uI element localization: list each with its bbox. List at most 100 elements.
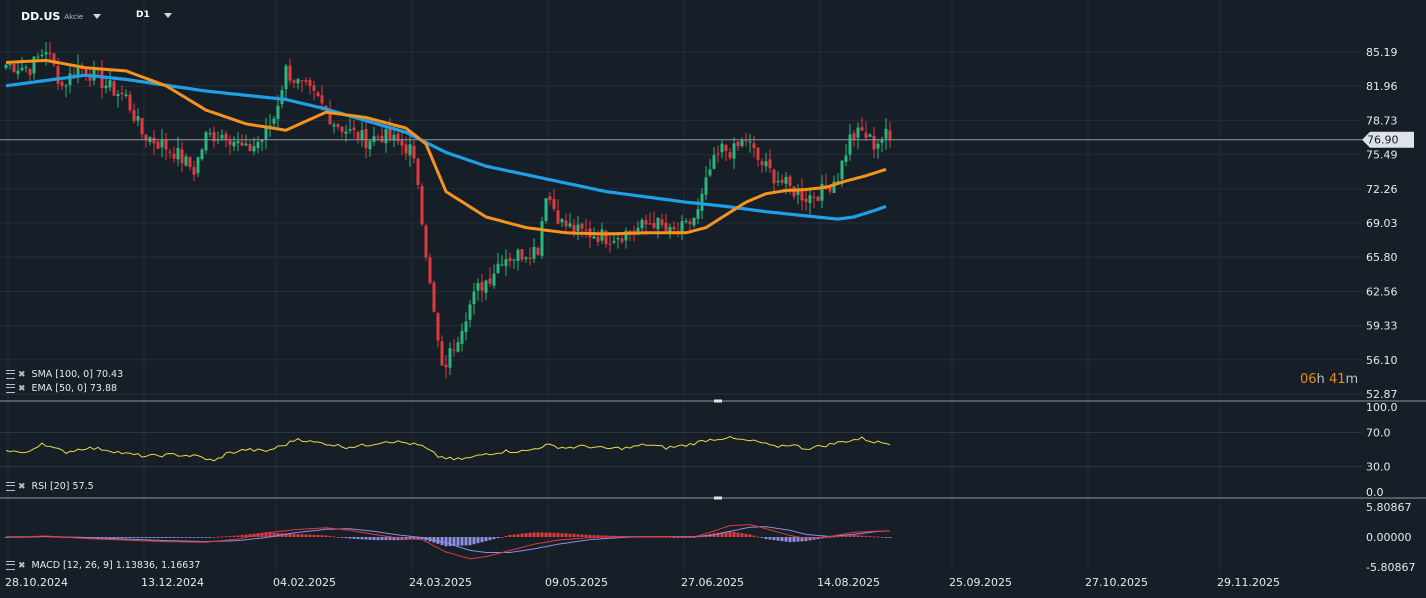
macd-histogram-bar bbox=[152, 537, 156, 539]
close-icon[interactable]: ✖ bbox=[18, 481, 26, 492]
settings-icon[interactable] bbox=[6, 482, 15, 491]
macd-histogram-bar bbox=[416, 537, 420, 540]
candle-body bbox=[640, 219, 644, 229]
candle-body bbox=[452, 349, 456, 351]
macd-histogram-bar bbox=[464, 537, 468, 546]
macd-histogram-bar bbox=[560, 533, 564, 537]
legend-sma[interactable]: ✖ SMA [100, 0] 70.43 bbox=[6, 369, 123, 380]
candle-body bbox=[36, 56, 40, 58]
macd-histogram-bar bbox=[212, 537, 216, 538]
price-tick-label: 59.33 bbox=[1366, 320, 1398, 333]
candle-body bbox=[876, 143, 880, 149]
macd-histogram-bar bbox=[824, 537, 828, 538]
candle-body bbox=[468, 304, 472, 320]
price-tick-label: 81.96 bbox=[1366, 80, 1398, 93]
candle-body bbox=[564, 220, 568, 227]
candle-body bbox=[724, 144, 728, 151]
macd-histogram-bar bbox=[604, 535, 608, 537]
interval-selector[interactable]: D1 bbox=[136, 10, 172, 20]
macd-histogram-bar bbox=[528, 532, 532, 537]
candle-body bbox=[368, 141, 372, 150]
settings-icon[interactable] bbox=[6, 561, 15, 570]
macd-histogram-bar bbox=[588, 534, 592, 537]
macd-histogram-bar bbox=[164, 537, 168, 539]
countdown-minutes: 41 bbox=[1328, 372, 1346, 387]
legend-rsi[interactable]: ✖ RSI [20] 57.5 bbox=[6, 481, 94, 492]
macd-histogram-bar bbox=[564, 533, 568, 537]
price-axis[interactable]: 85.19 81.96 78.73 75.49 72.26 69.03 65.80 62.56… bbox=[1366, 46, 1415, 574]
candle-body bbox=[548, 196, 552, 200]
candle-body bbox=[504, 259, 508, 267]
candle-body bbox=[516, 249, 520, 262]
date-axis[interactable]: 28.10.2024 13.12.2024 04.02.2025 24.03.2025… bbox=[5, 576, 1280, 589]
candle-body bbox=[728, 152, 732, 158]
candle-body bbox=[576, 224, 580, 232]
candle-body bbox=[416, 158, 420, 185]
candle-body bbox=[788, 176, 792, 186]
macd-histogram-bar bbox=[732, 531, 736, 537]
chevron-down-icon[interactable] bbox=[163, 12, 172, 18]
macd-histogram-bar bbox=[608, 535, 612, 537]
macd-histogram-bar bbox=[324, 535, 328, 537]
macd-histogram-bar bbox=[272, 532, 276, 537]
macd-histogram-bar bbox=[392, 537, 396, 541]
candle-body bbox=[248, 144, 252, 152]
legend-macd[interactable]: ✖ MACD [12, 26, 9] 1.13836, 1.16637 bbox=[6, 560, 200, 571]
macd-histogram-bar bbox=[120, 537, 124, 539]
panel-separators[interactable] bbox=[0, 399, 1426, 500]
candle-body bbox=[92, 67, 96, 81]
candle-body bbox=[780, 179, 784, 183]
candle-body bbox=[804, 198, 808, 202]
candle-body bbox=[168, 151, 172, 153]
settings-icon[interactable] bbox=[6, 384, 15, 393]
candle-body bbox=[812, 197, 816, 199]
macd-histogram-bar bbox=[712, 533, 716, 537]
macd-histogram-bar bbox=[744, 533, 748, 537]
candle-body bbox=[296, 79, 300, 84]
candle-body bbox=[736, 141, 740, 147]
price-tick-label: 65.80 bbox=[1366, 251, 1398, 264]
candle-body bbox=[628, 230, 632, 233]
symbol-selector[interactable]: DD.US Akcie bbox=[21, 10, 102, 23]
legend-ema[interactable]: ✖ EMA [50, 0] 73.88 bbox=[6, 383, 117, 394]
macd-histogram-bar bbox=[468, 537, 472, 546]
candle-body bbox=[668, 227, 672, 232]
candle-body bbox=[596, 236, 600, 243]
macd-histogram-bar bbox=[580, 534, 584, 537]
macd-histogram-bar bbox=[204, 537, 208, 538]
macd-histogram-bar bbox=[352, 537, 356, 539]
macd-histogram-bar bbox=[664, 536, 668, 538]
candle-body bbox=[404, 144, 408, 154]
candle-body bbox=[240, 142, 244, 146]
candle-body bbox=[756, 147, 760, 160]
candle-body bbox=[264, 125, 268, 141]
candle-body bbox=[252, 146, 256, 152]
macd-histogram-bar bbox=[112, 537, 116, 539]
close-icon[interactable]: ✖ bbox=[18, 560, 26, 571]
macd-histogram-bar bbox=[292, 533, 296, 537]
date-tick-label: 14.08.2025 bbox=[817, 576, 880, 589]
macd-histogram-bar bbox=[236, 535, 240, 537]
candle-body bbox=[396, 133, 400, 142]
macd-tick-label: 0.00000 bbox=[1366, 531, 1412, 544]
candle-body bbox=[460, 330, 464, 344]
macd-histogram-bar bbox=[384, 537, 388, 541]
price-tick-label: 75.49 bbox=[1366, 149, 1398, 162]
date-tick-label: 25.09.2025 bbox=[949, 576, 1012, 589]
date-tick-label: 04.02.2025 bbox=[273, 576, 336, 589]
candle-body bbox=[440, 341, 444, 366]
candle-body bbox=[816, 196, 820, 201]
chevron-down-icon[interactable] bbox=[93, 14, 102, 19]
settings-icon[interactable] bbox=[6, 370, 15, 379]
countdown-hours-unit: h bbox=[1316, 372, 1325, 387]
macd-histogram-bar bbox=[508, 534, 512, 537]
macd-line bbox=[5, 524, 890, 560]
candle-body bbox=[860, 127, 864, 131]
rsi-legend-text: RSI [20] 57.5 bbox=[31, 481, 94, 492]
macd-histogram-bar bbox=[160, 537, 164, 539]
candle-body bbox=[880, 139, 884, 143]
close-icon[interactable]: ✖ bbox=[18, 383, 26, 394]
close-icon[interactable]: ✖ bbox=[18, 369, 26, 380]
macd-histogram-bar bbox=[364, 537, 368, 540]
